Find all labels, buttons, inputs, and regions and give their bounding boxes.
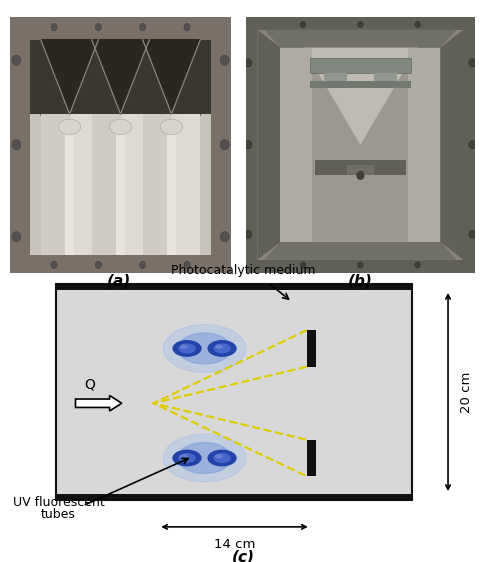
Bar xyxy=(92,114,121,255)
Circle shape xyxy=(95,24,101,31)
Circle shape xyxy=(356,171,364,180)
Polygon shape xyxy=(41,40,98,114)
Bar xyxy=(307,330,316,366)
Circle shape xyxy=(220,139,229,150)
Bar xyxy=(324,73,347,88)
Circle shape xyxy=(95,261,101,269)
Bar xyxy=(56,284,412,500)
Bar xyxy=(310,58,411,73)
Circle shape xyxy=(207,340,237,357)
Polygon shape xyxy=(264,30,456,48)
Circle shape xyxy=(215,345,223,349)
Circle shape xyxy=(180,454,188,459)
Polygon shape xyxy=(303,48,417,145)
Bar xyxy=(307,439,316,477)
Bar xyxy=(56,494,412,500)
Circle shape xyxy=(244,230,252,238)
Circle shape xyxy=(140,24,146,31)
Polygon shape xyxy=(92,40,150,114)
Polygon shape xyxy=(143,40,200,114)
Polygon shape xyxy=(258,30,281,260)
Polygon shape xyxy=(41,40,98,114)
Polygon shape xyxy=(143,114,200,183)
Bar xyxy=(374,73,397,88)
Bar xyxy=(115,127,126,255)
Circle shape xyxy=(163,325,246,373)
Circle shape xyxy=(163,434,246,482)
FancyArrow shape xyxy=(75,396,122,411)
Circle shape xyxy=(244,59,252,67)
Circle shape xyxy=(12,139,21,150)
Circle shape xyxy=(300,21,306,28)
Circle shape xyxy=(172,340,202,357)
Bar xyxy=(41,114,70,255)
Circle shape xyxy=(213,453,231,463)
Bar xyxy=(143,114,171,255)
Text: tubes: tubes xyxy=(41,508,76,522)
Circle shape xyxy=(140,261,146,269)
Polygon shape xyxy=(92,40,150,114)
Circle shape xyxy=(357,21,363,28)
Bar xyxy=(347,165,374,175)
Polygon shape xyxy=(264,242,456,260)
Circle shape xyxy=(51,24,57,31)
Bar xyxy=(281,48,312,242)
Text: (c): (c) xyxy=(232,550,255,562)
Circle shape xyxy=(213,343,231,353)
Text: 14 cm: 14 cm xyxy=(214,538,255,551)
Circle shape xyxy=(469,140,476,149)
Bar xyxy=(409,48,440,242)
Circle shape xyxy=(207,450,237,466)
Circle shape xyxy=(178,453,196,463)
Ellipse shape xyxy=(58,119,81,134)
Circle shape xyxy=(12,55,21,65)
Circle shape xyxy=(51,261,57,269)
Circle shape xyxy=(220,55,229,65)
Bar xyxy=(30,114,211,255)
Bar xyxy=(70,114,98,255)
Bar xyxy=(310,81,411,88)
Circle shape xyxy=(178,443,231,473)
Circle shape xyxy=(184,24,190,31)
Circle shape xyxy=(469,59,476,67)
Circle shape xyxy=(415,262,420,268)
Circle shape xyxy=(469,230,476,238)
Bar xyxy=(171,114,200,255)
Bar xyxy=(56,284,412,290)
Circle shape xyxy=(415,21,420,28)
Circle shape xyxy=(184,261,190,269)
Circle shape xyxy=(300,262,306,268)
Circle shape xyxy=(172,450,202,466)
Circle shape xyxy=(220,232,229,242)
Circle shape xyxy=(215,454,223,459)
Text: UV fluorescent: UV fluorescent xyxy=(13,496,104,509)
Circle shape xyxy=(178,333,231,364)
Circle shape xyxy=(12,232,21,242)
Text: 20 cm: 20 cm xyxy=(460,371,473,413)
Polygon shape xyxy=(41,114,98,183)
Text: (a): (a) xyxy=(107,274,131,289)
Bar xyxy=(121,114,150,255)
Text: (b): (b) xyxy=(348,274,373,289)
Circle shape xyxy=(178,343,196,353)
Circle shape xyxy=(180,345,188,349)
Ellipse shape xyxy=(110,119,131,134)
Circle shape xyxy=(244,140,252,149)
Ellipse shape xyxy=(160,119,183,134)
Bar xyxy=(30,40,211,114)
Bar xyxy=(65,127,75,255)
Circle shape xyxy=(357,262,363,268)
Bar xyxy=(281,48,440,242)
Text: Photocatalytic medium: Photocatalytic medium xyxy=(171,264,316,277)
Polygon shape xyxy=(143,40,200,114)
Bar xyxy=(167,127,176,255)
Bar xyxy=(315,160,406,175)
Text: Q: Q xyxy=(85,378,95,392)
Bar xyxy=(30,40,211,255)
Polygon shape xyxy=(92,114,150,183)
Polygon shape xyxy=(440,30,464,260)
